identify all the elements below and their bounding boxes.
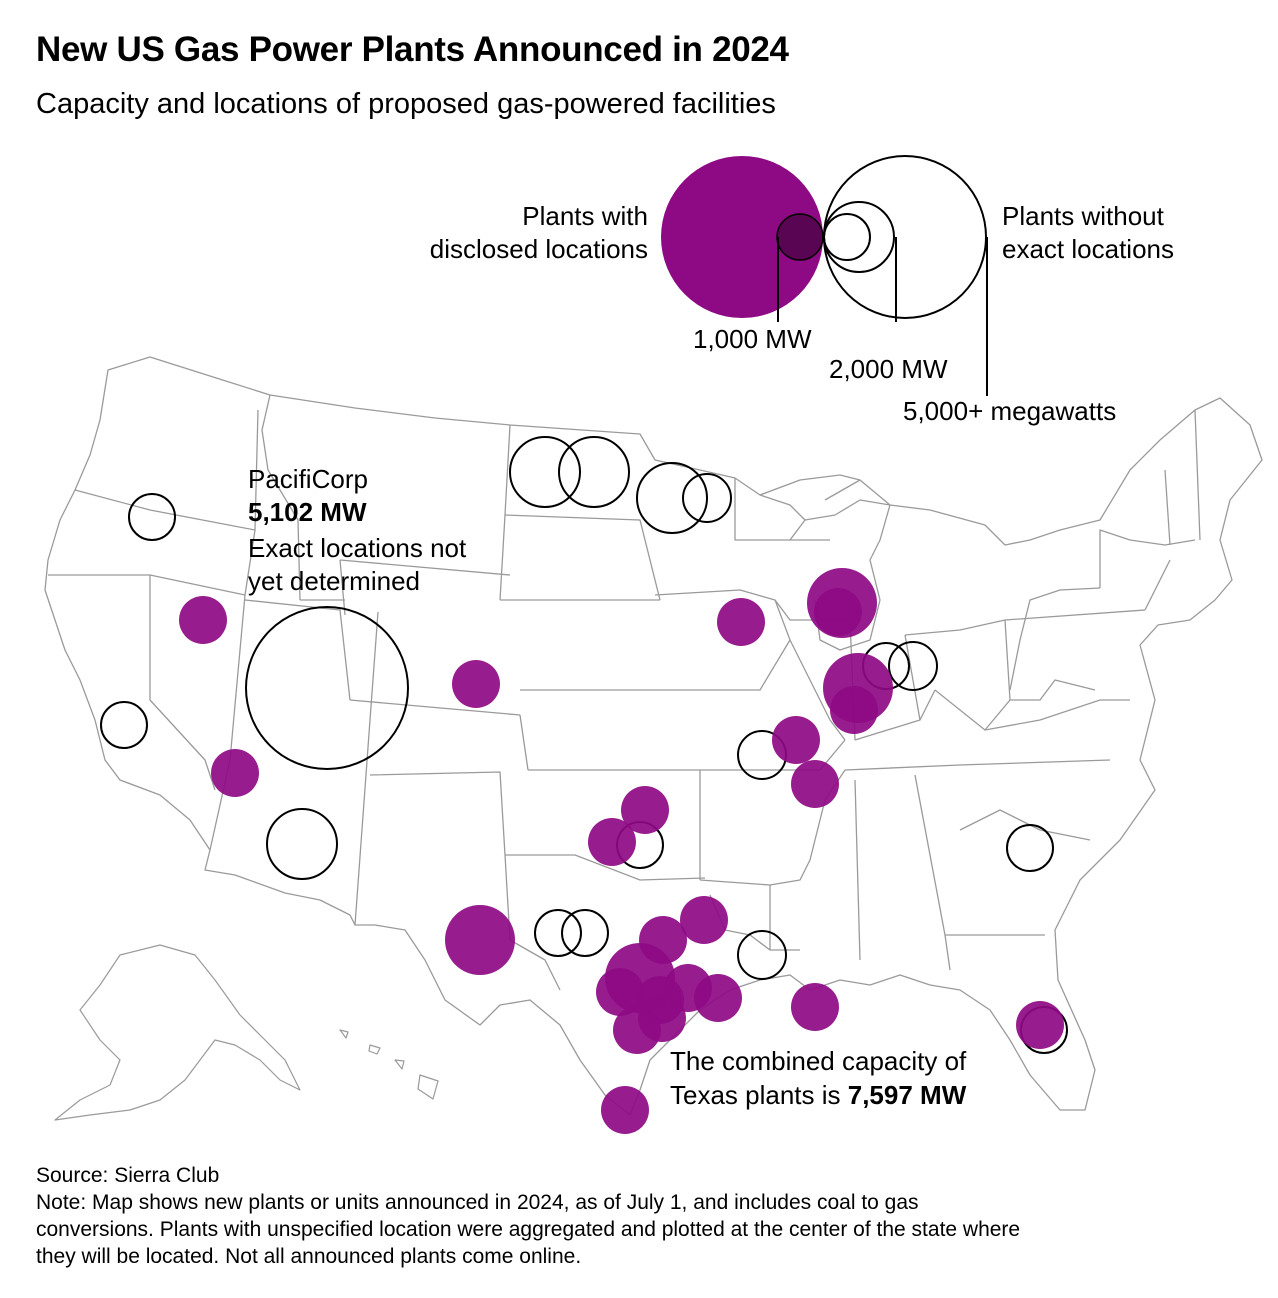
- disclosed-plant-marker: [601, 1086, 649, 1134]
- legend-size-5000-label: 5,000+ megawatts: [903, 396, 1116, 426]
- map-title: New US Gas Power Plants Announced in 202…: [36, 30, 789, 69]
- legend-disclosed-label: disclosed locations: [430, 234, 648, 264]
- legend-undisclosed-1000-circle: [823, 213, 871, 261]
- legend-size-2000-label: 2,000 MW: [829, 354, 948, 384]
- us-outline: [44, 356, 1263, 1116]
- texas-note: The combined capacity of: [670, 1046, 967, 1076]
- pacificorp-capacity: 5,102 MW: [248, 497, 367, 527]
- source-text: Source: Sierra Club: [36, 1164, 220, 1187]
- size-legend: Plants with disclosed locations Plants w…: [430, 155, 1174, 426]
- pacificorp-note: Exact locations not: [248, 533, 467, 563]
- disclosed-plant-marker: [179, 596, 227, 644]
- pacificorp-annotation: PacifiCorp 5,102 MW Exact locations not …: [248, 464, 467, 596]
- disclosed-plant-marker: [621, 786, 669, 834]
- note-text: Note: Map shows new plants or units anno…: [36, 1191, 919, 1214]
- disclosed-plant-marker: [1016, 1001, 1064, 1049]
- undisclosed-plant-marker: [128, 493, 176, 541]
- disclosed-plant-marker: [830, 686, 878, 734]
- disclosed-plant-marker: [791, 983, 839, 1031]
- legend-disclosed-5000-circle: [661, 156, 823, 318]
- disclosed-plant-marker: [717, 598, 765, 646]
- undisclosed-plant-marker: [682, 473, 732, 523]
- undisclosed-plant-marker: [534, 909, 582, 957]
- hawaii-islands: [339, 1029, 439, 1100]
- texas-note: Texas plants is 7,597 MW: [670, 1080, 967, 1110]
- undisclosed-plant-marker: [245, 606, 409, 770]
- undisclosed-plant-marker: [1006, 824, 1054, 872]
- disclosed-plant-marker: [445, 905, 515, 975]
- disclosed-plant-marker: [772, 716, 820, 764]
- state-outlines: [44, 356, 1263, 1116]
- undisclosed-plant-marker: [888, 641, 938, 691]
- texas-annotation: The combined capacity of Texas plants is…: [670, 1046, 967, 1110]
- disclosed-plant-marker: [588, 818, 636, 866]
- undisclosed-plant-marker: [509, 436, 581, 508]
- disclosed-plants: [179, 568, 1064, 1134]
- undisclosed-plant-marker: [561, 909, 609, 957]
- undisclosed-plant-marker: [100, 701, 148, 749]
- undisclosed-plant-marker: [636, 462, 708, 534]
- pacificorp-name: PacifiCorp: [248, 464, 368, 494]
- alaska-outline: [54, 944, 301, 1121]
- disclosed-plant-marker: [596, 968, 644, 1016]
- legend-undisclosed-label: Plants without: [1002, 201, 1165, 231]
- legend-undisclosed-label: exact locations: [1002, 234, 1174, 264]
- legend-disclosed-1000-circle: [776, 213, 824, 261]
- alaska-hawaii: [54, 944, 439, 1121]
- note-text: they will be located. Not all announced …: [36, 1245, 582, 1268]
- undisclosed-plant-marker: [558, 436, 630, 508]
- disclosed-plant-marker: [694, 974, 742, 1022]
- pacificorp-note: yet determined: [248, 566, 420, 596]
- texas-note-prefix: Texas plants is: [670, 1080, 848, 1110]
- legend-undisclosed-5000-circle: [823, 155, 987, 319]
- disclosed-plant-marker: [791, 760, 839, 808]
- undisclosed-plant-marker: [266, 808, 338, 880]
- undisclosed-plants: [100, 436, 1068, 1054]
- undisclosed-plant-marker: [737, 930, 787, 980]
- legend-size-1000-label: 1,000 MW: [693, 324, 812, 354]
- footer: Source: Sierra Club Note: Map shows new …: [36, 1162, 1266, 1270]
- legend-disclosed-label: Plants with: [522, 201, 648, 231]
- disclosed-plant-marker: [814, 588, 862, 636]
- map-subtitle: Capacity and locations of proposed gas-p…: [36, 88, 776, 120]
- disclosed-plant-marker: [452, 660, 500, 708]
- note-text: conversions. Plants with unspecified loc…: [36, 1218, 1021, 1241]
- disclosed-plant-marker: [638, 994, 686, 1042]
- texas-capacity: 7,597 MW: [848, 1080, 967, 1110]
- legend-undisclosed-2000-circle: [823, 201, 895, 273]
- disclosed-plant-marker: [211, 749, 259, 797]
- disclosed-plant-marker: [680, 896, 728, 944]
